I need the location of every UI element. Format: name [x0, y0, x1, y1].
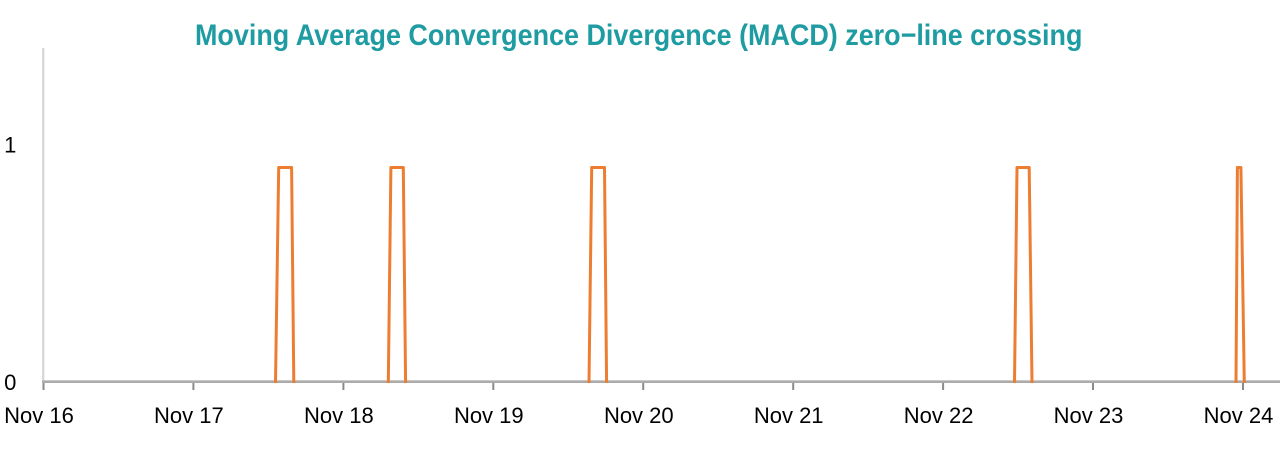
svg-text:Nov 19: Nov 19	[454, 403, 524, 428]
svg-text:Moving Average Convergence Div: Moving Average Convergence Divergence (M…	[195, 18, 1082, 52]
svg-text:Nov 22: Nov 22	[904, 403, 974, 428]
svg-text:1: 1	[4, 133, 16, 158]
svg-text:Nov 16: Nov 16	[4, 403, 74, 428]
svg-text:Nov 18: Nov 18	[304, 403, 374, 428]
svg-text:Nov 23: Nov 23	[1054, 403, 1124, 428]
svg-text:Nov 24: Nov 24	[1204, 403, 1274, 428]
svg-text:Nov 17: Nov 17	[154, 403, 224, 428]
svg-text:0: 0	[4, 370, 16, 395]
svg-text:Nov 20: Nov 20	[604, 403, 674, 428]
svg-text:Nov 21: Nov 21	[754, 403, 824, 428]
